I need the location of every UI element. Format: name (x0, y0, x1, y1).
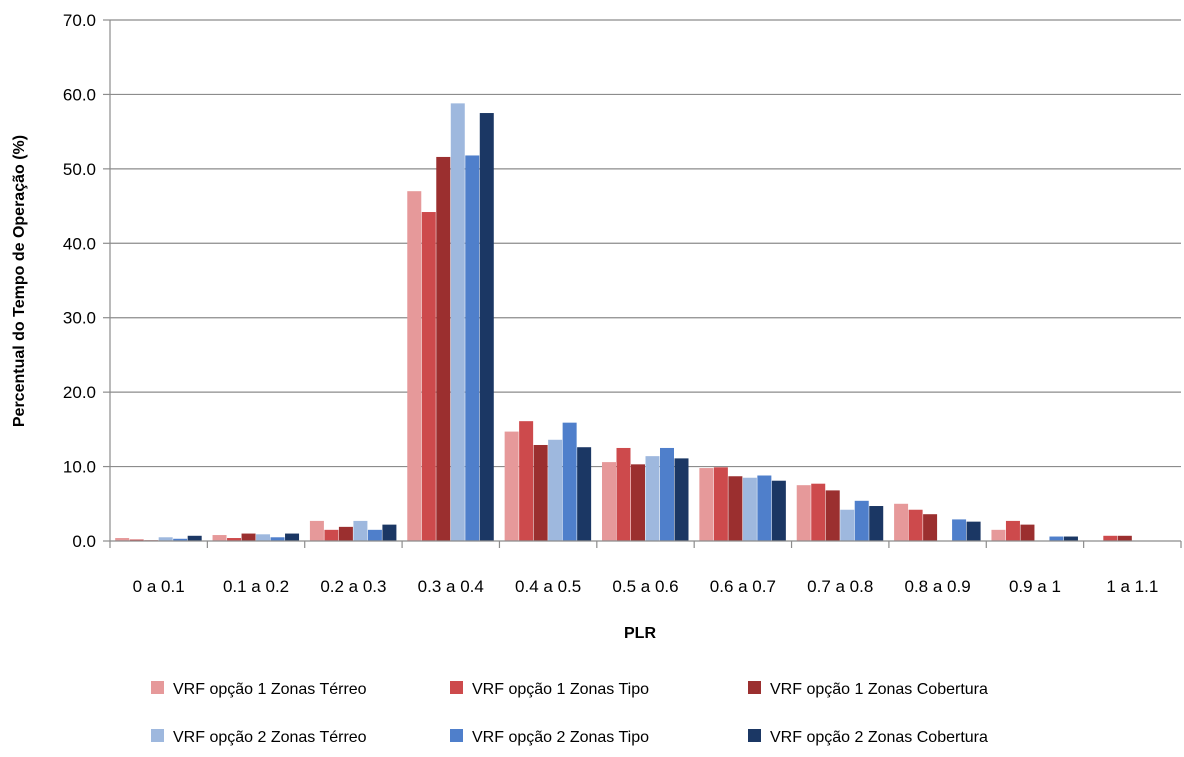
y-tick-label: 0.0 (72, 532, 96, 551)
bar (519, 421, 534, 541)
y-tick-label: 10.0 (63, 458, 96, 477)
legend-label: VRF opção 1 Zonas Térreo (173, 681, 367, 698)
legend-label: VRF opção 1 Zonas Cobertura (770, 681, 988, 698)
bar (923, 514, 938, 541)
bar (742, 477, 757, 541)
bar (533, 444, 548, 541)
x-tick-label: 0.9 a 1 (1009, 577, 1061, 596)
bar (713, 467, 728, 541)
bar (270, 537, 285, 541)
y-axis-title: Percentual do Tempo de Operação (%) (11, 135, 28, 427)
bar (602, 462, 616, 541)
bar (115, 538, 130, 541)
legend-label: VRF opção 1 Zonas Tipo (472, 681, 649, 698)
bars (115, 103, 1132, 542)
bar (952, 519, 967, 541)
bar (771, 480, 786, 541)
bar (324, 529, 339, 541)
bar (241, 533, 256, 541)
x-tick-label: 0 a 0.1 (133, 577, 185, 596)
bar (991, 529, 1006, 541)
y-tick-label: 20.0 (63, 383, 96, 402)
legend-swatch (450, 681, 463, 694)
x-axis-title: PLR (624, 625, 656, 642)
bar (436, 156, 451, 541)
legend: VRF opção 1 Zonas Térreo VRF opção 1 Zona… (151, 681, 988, 746)
bar (699, 468, 714, 541)
bar (465, 155, 480, 541)
x-tick-label: 0.2 a 0.3 (320, 577, 386, 596)
x-tick-label: 0.4 a 0.5 (515, 577, 581, 596)
bar (548, 439, 563, 541)
bar (407, 191, 422, 541)
legend-label: VRF opção 2 Zonas Tipo (472, 729, 649, 746)
y-tick-label: 70.0 (63, 11, 96, 30)
y-tick-label: 30.0 (63, 309, 96, 328)
bar (450, 103, 465, 542)
legend-swatch (151, 729, 164, 742)
y-tick-label: 60.0 (63, 85, 96, 104)
bar (908, 509, 923, 541)
bar (796, 485, 811, 541)
x-tick-labels: 0 a 0.1 0.1 a 0.2 0.2 a 0.3 0.3 a 0.4 0.4 a … (133, 577, 1159, 596)
bar (1117, 535, 1132, 541)
bar (1020, 524, 1035, 541)
bar (728, 476, 743, 541)
bar (562, 422, 577, 541)
bar (1005, 520, 1020, 541)
bar (338, 526, 353, 541)
bar (825, 490, 840, 541)
bar (966, 521, 981, 541)
bar (660, 447, 674, 541)
y-tick-label: 50.0 (63, 160, 96, 179)
bar (382, 524, 397, 541)
gridlines (103, 19, 1181, 542)
bar (674, 458, 689, 541)
x-tick-label: 0.6 a 0.7 (710, 577, 776, 596)
bar (631, 464, 645, 541)
bar (173, 538, 188, 541)
bar (479, 113, 494, 542)
bar (285, 533, 300, 541)
bar (811, 483, 826, 541)
bar (1063, 536, 1078, 541)
bar (854, 500, 869, 541)
x-tick-label: 0.7 a 0.8 (807, 577, 873, 596)
bar (1049, 536, 1064, 541)
x-tick-label: 1 a 1.1 (1106, 577, 1158, 596)
legend-swatch (748, 681, 761, 694)
bar (227, 538, 242, 541)
x-tick-label: 0.5 a 0.6 (612, 577, 678, 596)
bar (129, 539, 144, 541)
bar (256, 534, 271, 541)
bar (367, 529, 382, 541)
bar (1103, 535, 1118, 541)
bar (645, 456, 660, 541)
axes (109, 20, 1182, 548)
legend-label: VRF opção 2 Zonas Térreo (173, 729, 367, 746)
x-tick-label: 0.8 a 0.9 (905, 577, 971, 596)
bar (577, 447, 592, 541)
legend-swatch (151, 681, 164, 694)
bar (353, 520, 368, 541)
bar (309, 520, 324, 541)
bar (894, 503, 909, 541)
legend-swatch (450, 729, 463, 742)
legend-label: VRF opção 2 Zonas Cobertura (770, 729, 988, 746)
bar (504, 431, 519, 541)
bar (187, 535, 202, 541)
bar (616, 447, 631, 541)
y-tick-label: 40.0 (63, 234, 96, 253)
bar (840, 509, 855, 541)
x-tick-label: 0.3 a 0.4 (418, 577, 484, 596)
bar (158, 537, 173, 541)
bar (869, 506, 884, 541)
bar (757, 475, 772, 541)
bar (212, 535, 227, 541)
x-tick-label: 0.1 a 0.2 (223, 577, 289, 596)
legend-swatch (748, 729, 761, 742)
bar (421, 212, 436, 542)
y-tick-labels: 0.0 10.0 20.0 30.0 40.0 50.0 60.0 70.0 (63, 11, 96, 551)
